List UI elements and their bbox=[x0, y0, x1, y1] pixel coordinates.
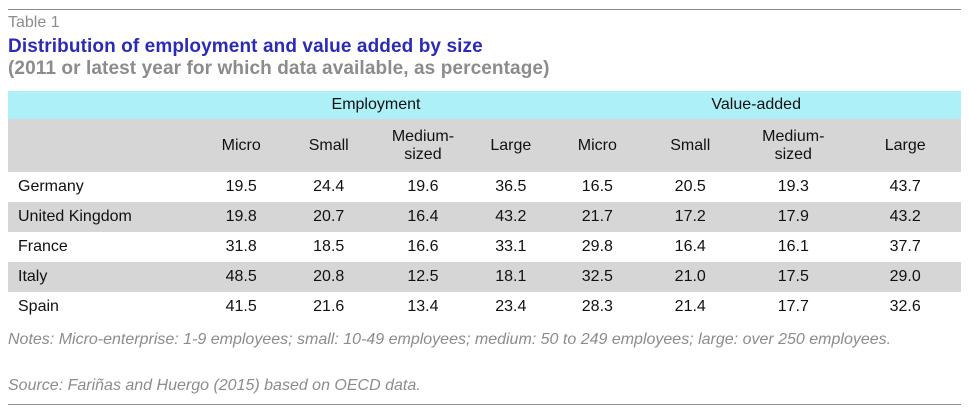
value-cell: 17.2 bbox=[674, 208, 706, 225]
value-cell: 18.1 bbox=[495, 268, 527, 285]
table-row: Spain 41.5 21.6 13.4 23.4 28.3 21.4 17.7 32.6 bbox=[8, 292, 961, 322]
value-cell: 24.4 bbox=[313, 178, 345, 195]
col-header: Small bbox=[308, 136, 349, 154]
group-header-row: Employment Value-added bbox=[8, 91, 961, 119]
value-cell: 17.9 bbox=[777, 208, 809, 225]
top-rule bbox=[8, 9, 961, 10]
value-cell: 36.5 bbox=[495, 178, 527, 195]
col-header: Large bbox=[884, 136, 926, 154]
col-header: Micro bbox=[221, 136, 261, 154]
table-label: Table 1 bbox=[8, 14, 60, 31]
col-header: Micro bbox=[577, 136, 617, 154]
col-header: Medium-sized bbox=[391, 127, 455, 163]
value-cell: 20.7 bbox=[313, 208, 345, 225]
value-cell: 21.6 bbox=[313, 298, 345, 315]
table-row: France 31.8 18.5 16.6 33.1 29.8 16.4 16.1 37.7 bbox=[8, 232, 961, 262]
value-cell: 13.4 bbox=[407, 298, 439, 315]
value-cell: 16.1 bbox=[777, 238, 809, 255]
value-cell: 37.7 bbox=[889, 238, 921, 255]
data-table: Employment Value-added Micro Small Mediu… bbox=[8, 91, 961, 322]
value-cell: 33.1 bbox=[495, 238, 527, 255]
column-header-row: Micro Small Medium-sized Large Micro Sma… bbox=[8, 119, 961, 172]
value-cell: 19.8 bbox=[225, 208, 257, 225]
value-cell: 21.0 bbox=[674, 268, 706, 285]
value-cell: 32.5 bbox=[581, 268, 613, 285]
value-cell: 31.8 bbox=[225, 238, 257, 255]
value-cell: 29.0 bbox=[889, 268, 921, 285]
value-cell: 20.8 bbox=[313, 268, 345, 285]
value-cell: 32.6 bbox=[889, 298, 921, 315]
bottom-rule bbox=[8, 404, 961, 405]
value-cell: 17.7 bbox=[777, 298, 809, 315]
value-cell: 12.5 bbox=[407, 268, 439, 285]
country-cell: France bbox=[18, 238, 68, 255]
table-title: Distribution of employment and value add… bbox=[8, 36, 483, 57]
value-cell: 18.5 bbox=[313, 238, 345, 255]
table-row: United Kingdom 19.8 20.7 16.4 43.2 21.7 17.2 17… bbox=[8, 202, 961, 232]
value-cell: 19.3 bbox=[777, 178, 809, 195]
value-cell: 48.5 bbox=[225, 268, 257, 285]
value-cell: 21.4 bbox=[674, 298, 706, 315]
country-cell: Italy bbox=[18, 268, 48, 285]
col-header: Large bbox=[490, 136, 532, 154]
value-cell: 29.8 bbox=[581, 238, 613, 255]
table-notes: Notes: Micro-enterprise: 1-9 employees; … bbox=[8, 331, 892, 348]
country-cell: United Kingdom bbox=[18, 208, 132, 225]
value-cell: 19.6 bbox=[407, 178, 439, 195]
value-cell: 43.7 bbox=[889, 178, 921, 195]
header-blank bbox=[8, 119, 201, 172]
value-cell: 28.3 bbox=[581, 298, 613, 315]
table-row: Germany 19.5 24.4 19.6 36.5 16.5 20.5 19.3 43.7 bbox=[8, 172, 961, 202]
value-cell: 41.5 bbox=[225, 298, 257, 315]
value-cell: 21.7 bbox=[581, 208, 613, 225]
country-cell: Germany bbox=[18, 178, 84, 195]
value-cell: 16.4 bbox=[407, 208, 439, 225]
value-cell: 43.2 bbox=[495, 208, 527, 225]
table-subtitle: (2011 or latest year for which data avai… bbox=[8, 58, 550, 79]
value-cell: 16.4 bbox=[674, 238, 706, 255]
value-cell: 19.5 bbox=[225, 178, 257, 195]
group-value-added: Value-added bbox=[711, 96, 801, 113]
table-source: Source: Fariñas and Huergo (2015) based … bbox=[8, 377, 421, 394]
header-blank bbox=[8, 91, 201, 119]
country-cell: Spain bbox=[18, 298, 59, 315]
group-employment: Employment bbox=[331, 96, 421, 113]
value-cell: 17.5 bbox=[777, 268, 809, 285]
value-cell: 20.5 bbox=[674, 178, 706, 195]
value-cell: 16.6 bbox=[407, 238, 439, 255]
col-header: Medium-sized bbox=[762, 127, 825, 163]
value-cell: 43.2 bbox=[889, 208, 921, 225]
value-cell: 16.5 bbox=[581, 178, 613, 195]
col-header: Small bbox=[670, 136, 711, 154]
table-row: Italy 48.5 20.8 12.5 18.1 32.5 21.0 17.5 29.0 bbox=[8, 262, 961, 292]
value-cell: 23.4 bbox=[495, 298, 527, 315]
